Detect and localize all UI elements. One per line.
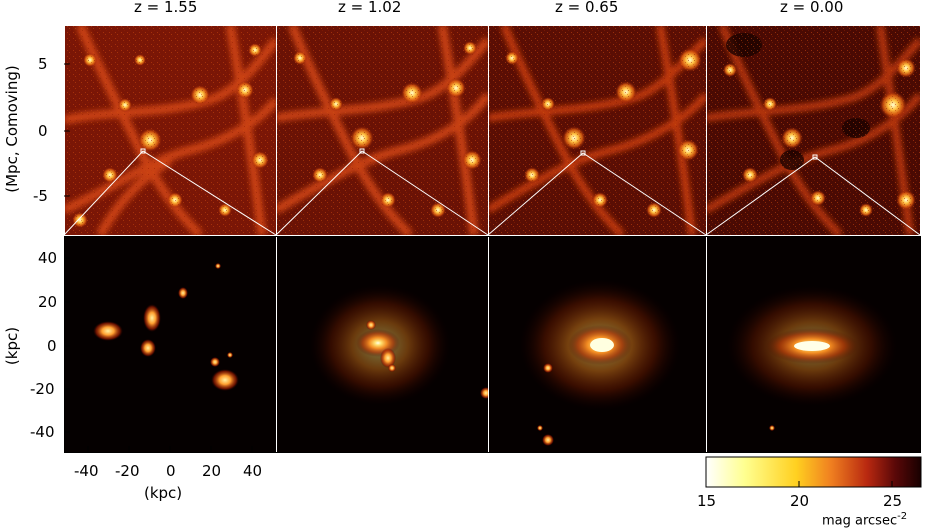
colorbar-unit-text: mag arcsec xyxy=(822,513,898,528)
bottom-xtick-5: 40 xyxy=(243,462,263,480)
colorbar-unit-exponent: -2 xyxy=(897,511,908,522)
bottom-xtick-2: -20 xyxy=(115,462,140,480)
top-ytick-3: -5 xyxy=(33,187,48,205)
bottom-xlabel: (kpc) xyxy=(144,484,183,502)
panel-title-4: z = 0.00 xyxy=(780,0,844,16)
top-ylabel: (Mpc, Comoving) xyxy=(3,65,21,193)
colorbar-tick-1: 15 xyxy=(697,492,717,510)
cosmic-web-panel-4 xyxy=(706,25,920,235)
cosmic-web-panel-3 xyxy=(488,25,706,235)
bottom-ytick-2: 20 xyxy=(38,293,58,311)
panel-title-2: z = 1.02 xyxy=(338,0,402,16)
colorbar xyxy=(705,456,922,488)
bottom-ytick-5: -40 xyxy=(30,423,55,441)
galaxy-panel-1 xyxy=(64,237,276,453)
bottom-xtick-3: 0 xyxy=(166,462,176,480)
x-axis-ticks xyxy=(87,446,253,453)
bottom-ytick-1: 40 xyxy=(38,249,58,267)
colorbar-tick-2: 20 xyxy=(790,492,810,510)
bottom-ytick-3: 0 xyxy=(47,337,57,355)
galaxy-panel-3 xyxy=(488,237,706,453)
cosmic-web-panel-1 xyxy=(64,25,276,235)
galaxy-panel-2 xyxy=(276,237,488,453)
bottom-xtick-4: 20 xyxy=(202,462,222,480)
bottom-ytick-4: -20 xyxy=(30,380,55,398)
colorbar-tick-3: 25 xyxy=(883,492,903,510)
bottom-xtick-1: -40 xyxy=(74,462,99,480)
y-axis-ticks xyxy=(64,63,70,433)
colorbar-unit: mag arcsec-2 xyxy=(822,510,907,527)
cone-overlay xyxy=(63,148,921,236)
top-ytick-2: 0 xyxy=(38,122,48,140)
panel-title-1: z = 1.55 xyxy=(134,0,198,16)
panel-title-3: z = 0.65 xyxy=(555,0,619,16)
galaxy-panel-4 xyxy=(706,237,920,453)
top-ytick-1: 5 xyxy=(38,55,48,73)
bottom-ylabel: (kpc) xyxy=(3,326,21,366)
